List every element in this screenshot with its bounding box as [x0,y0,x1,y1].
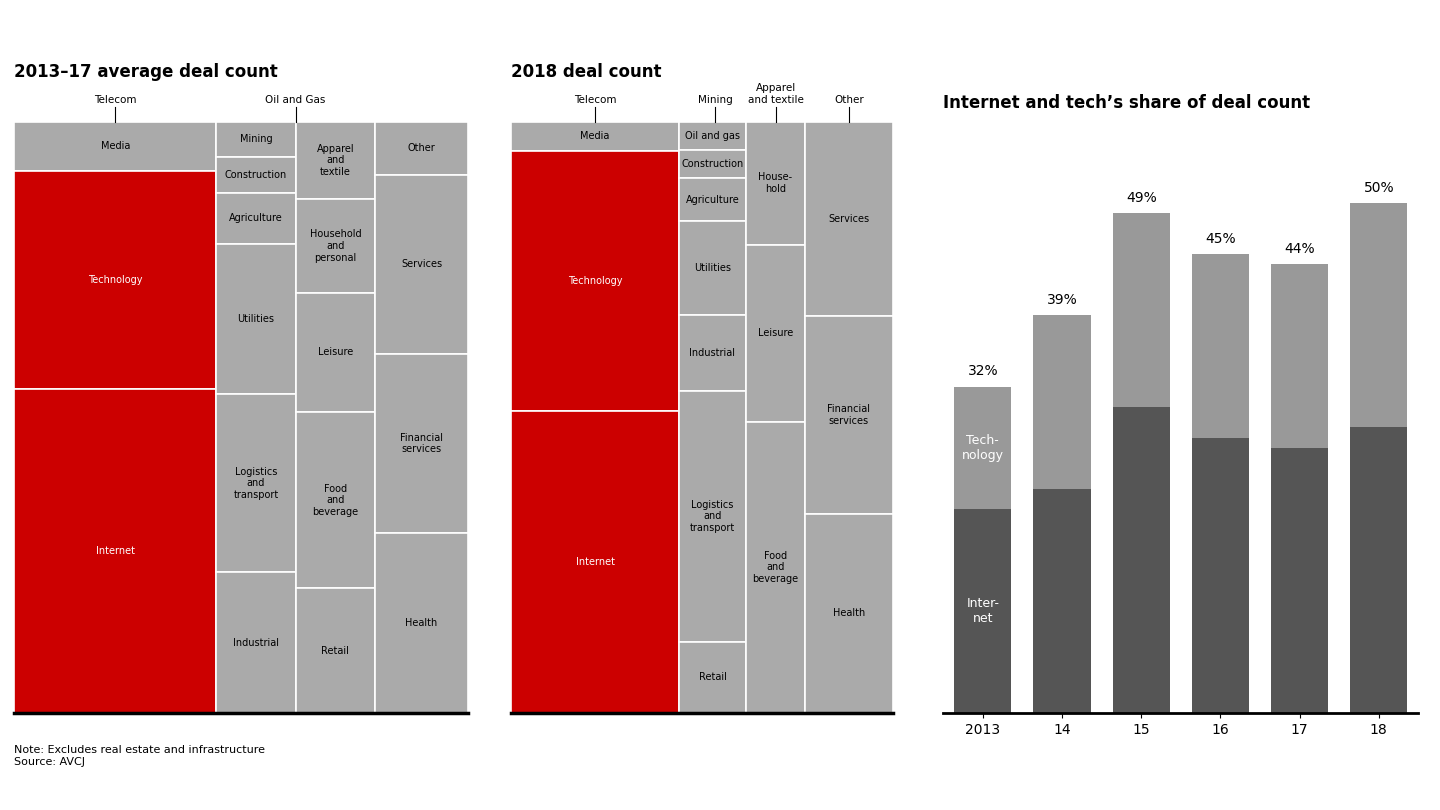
Bar [216,122,295,157]
Text: Agriculture: Agriculture [685,194,739,205]
Bar [14,122,216,171]
Text: Logistics
and
transport: Logistics and transport [233,467,278,500]
Text: Household
and
personal: Household and personal [310,229,361,262]
Bar [216,572,295,713]
Bar [216,193,295,245]
Text: Internet: Internet [96,546,135,556]
Bar [805,316,893,514]
Bar [14,171,216,390]
Text: Telecom: Telecom [94,95,137,105]
Bar [1192,437,1248,713]
Bar [374,174,468,354]
Bar [680,122,746,150]
Bar [511,151,680,411]
Text: Other: Other [408,143,435,153]
Bar [374,533,468,713]
Text: 44%: 44% [1284,242,1315,256]
Bar [680,221,746,315]
Text: Media: Media [580,131,609,141]
Text: Apparel
and
textile: Apparel and textile [317,144,354,177]
Bar [955,509,1011,713]
Text: Financial
services: Financial services [400,433,444,454]
Text: 49%: 49% [1126,191,1156,205]
Text: 50%: 50% [1364,181,1394,195]
Bar [680,178,746,221]
Text: Mining: Mining [698,95,733,105]
Text: Services: Services [828,214,870,224]
Text: Oil and gas: Oil and gas [685,130,740,141]
Bar [14,390,216,713]
Text: Health: Health [406,618,438,628]
Bar [295,292,374,412]
Bar [805,514,893,713]
Text: Agriculture: Agriculture [229,214,282,224]
Text: Other: Other [834,95,864,105]
Text: House-
hold: House- hold [759,173,792,194]
Bar [374,122,468,174]
Bar [216,245,295,394]
Bar [295,199,374,292]
Text: Tech-
nology: Tech- nology [962,433,1004,462]
Text: Internet and tech’s share of deal count: Internet and tech’s share of deal count [943,94,1310,112]
Text: Construction: Construction [681,159,743,169]
Bar [1192,254,1248,437]
Text: Utilities: Utilities [694,263,732,273]
Text: Oil and Gas: Oil and Gas [265,95,325,105]
Text: Technology: Technology [567,276,622,286]
Text: Food
and
beverage: Food and beverage [752,551,799,584]
Text: Construction: Construction [225,170,287,180]
Bar [746,122,805,245]
Text: Utilities: Utilities [238,314,275,324]
Bar [680,391,746,642]
Text: Logistics
and
transport: Logistics and transport [690,500,734,533]
Text: 32%: 32% [968,364,998,378]
Text: Industrial: Industrial [233,637,279,647]
Text: Apparel
and textile: Apparel and textile [749,83,805,105]
Bar [1272,264,1328,448]
Bar [295,412,374,588]
Bar [680,642,746,713]
Text: Food
and
beverage: Food and beverage [312,484,359,517]
Bar [955,386,1011,509]
Text: 39%: 39% [1047,293,1077,307]
Text: Inter-
net: Inter- net [966,597,999,625]
Bar [1351,428,1407,713]
Bar [1034,315,1090,488]
Text: 2013–17 average deal count: 2013–17 average deal count [14,63,278,81]
Text: 2018 deal count: 2018 deal count [511,63,662,81]
Bar [295,588,374,713]
Text: Technology: Technology [88,275,143,285]
Text: Health: Health [832,608,865,619]
Bar [1113,407,1169,713]
Bar [805,122,893,316]
Text: Mining: Mining [239,134,272,144]
Text: 45%: 45% [1205,232,1236,246]
Bar [680,150,746,178]
Bar [216,394,295,572]
Text: Media: Media [101,141,130,151]
Text: Note: Excludes real estate and infrastructure
Source: AVCJ: Note: Excludes real estate and infrastru… [14,745,265,767]
Bar [511,411,680,713]
Text: Internet: Internet [576,557,615,567]
Bar [1272,448,1328,713]
Text: Retail: Retail [321,646,350,655]
Bar [374,354,468,533]
Text: Leisure: Leisure [318,347,353,357]
Bar [680,315,746,391]
Bar [295,122,374,199]
Bar [1034,488,1090,713]
Bar [216,157,295,193]
Bar [1351,203,1407,428]
Text: Financial
services: Financial services [828,404,870,425]
Text: Leisure: Leisure [757,328,793,339]
Bar [511,122,680,151]
Text: Telecom: Telecom [575,95,616,105]
Text: Industrial: Industrial [690,348,736,358]
Bar [1113,213,1169,407]
Bar [746,245,805,421]
Bar [746,421,805,713]
Text: Services: Services [400,259,442,269]
Text: Retail: Retail [698,672,726,682]
